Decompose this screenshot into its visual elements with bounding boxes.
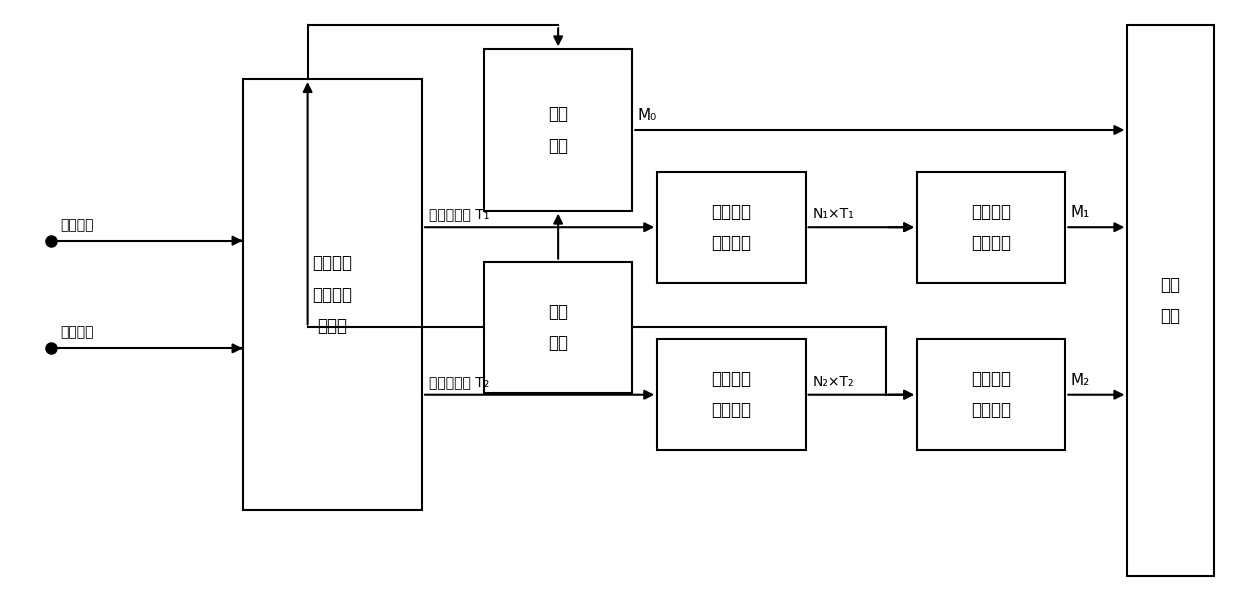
Text: 内插单元: 内插单元 bbox=[971, 234, 1011, 252]
Text: 结束事件: 结束事件 bbox=[61, 325, 94, 340]
Text: 内插单元: 内插单元 bbox=[712, 234, 751, 252]
Text: 后误差脉冲 T₂: 后误差脉冲 T₂ bbox=[429, 375, 490, 389]
Bar bbox=[916, 172, 1065, 282]
Bar bbox=[484, 261, 632, 393]
Text: 及误差提: 及误差提 bbox=[312, 285, 352, 304]
Text: 开始事件: 开始事件 bbox=[61, 218, 94, 232]
Text: 取单元: 取单元 bbox=[317, 317, 347, 335]
Text: 运算: 运算 bbox=[1161, 276, 1180, 294]
Bar bbox=[657, 172, 806, 282]
Text: 前误差脉冲 T₁: 前误差脉冲 T₁ bbox=[429, 207, 490, 221]
Text: 粗测: 粗测 bbox=[548, 105, 568, 123]
Text: M₂: M₂ bbox=[1070, 373, 1090, 388]
Text: 单元: 单元 bbox=[1161, 307, 1180, 325]
Bar bbox=[916, 340, 1065, 450]
Text: M₁: M₁ bbox=[1070, 205, 1090, 220]
Text: 第二数字: 第二数字 bbox=[971, 370, 1011, 388]
Bar bbox=[657, 340, 806, 450]
Text: 单元: 单元 bbox=[548, 334, 568, 352]
Text: 第一数字: 第一数字 bbox=[971, 203, 1011, 221]
Text: N₂×T₂: N₂×T₂ bbox=[813, 375, 854, 389]
Text: 内插单元: 内插单元 bbox=[712, 401, 751, 419]
Text: 内插单元: 内插单元 bbox=[971, 401, 1011, 419]
Text: N₁×T₁: N₁×T₁ bbox=[813, 207, 854, 221]
Text: 第一模拟: 第一模拟 bbox=[712, 203, 751, 221]
Bar bbox=[1127, 25, 1214, 576]
Text: 单元: 单元 bbox=[548, 136, 568, 154]
Bar bbox=[243, 79, 422, 510]
Bar bbox=[484, 49, 632, 211]
Text: 主门生成: 主门生成 bbox=[312, 254, 352, 272]
Text: 时钟: 时钟 bbox=[548, 303, 568, 321]
Text: M₀: M₀ bbox=[637, 108, 656, 123]
Text: 第二模拟: 第二模拟 bbox=[712, 370, 751, 388]
